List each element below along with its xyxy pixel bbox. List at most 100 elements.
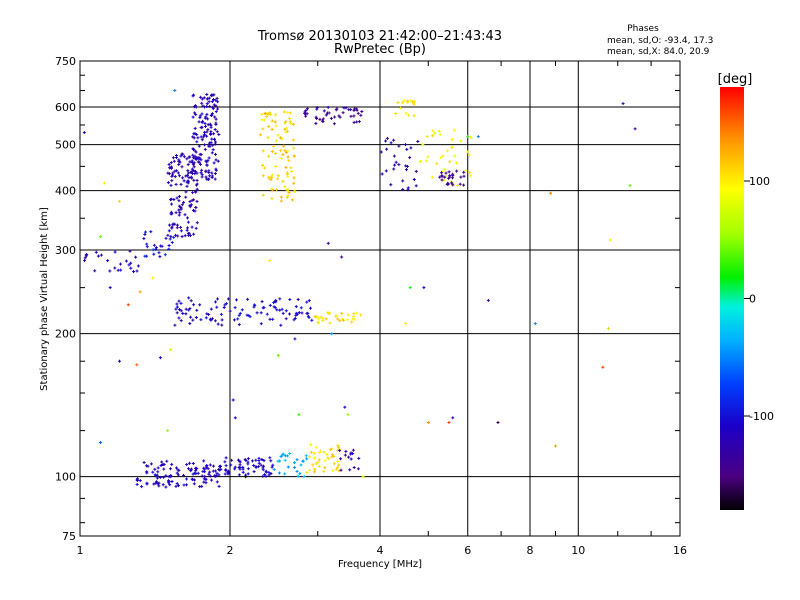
data-point [196,187,198,191]
data-point [323,450,325,454]
data-point [175,211,177,215]
data-point [238,323,240,327]
data-point [253,470,255,474]
data-point [180,207,182,211]
data-point [262,466,264,470]
data-point [136,483,138,486]
data-point [155,481,157,485]
data-point [203,480,205,484]
data-point [127,303,129,307]
data-point [95,250,97,254]
data-point [155,247,157,251]
data-point [262,127,264,131]
data-point [322,117,324,121]
data-point [269,111,271,115]
data-point [322,319,324,323]
data-point [204,122,206,125]
data-point [307,314,309,318]
data-point [224,472,226,476]
data-point [275,165,277,168]
data-point [178,159,180,163]
y-tick-label: 100 [55,471,76,484]
data-point [167,233,169,237]
data-point [187,181,189,185]
x-tick-label: 16 [673,544,687,557]
data-point [287,194,289,197]
data-point [397,101,399,105]
data-point [270,113,271,116]
data-point [352,448,354,452]
data-point [337,459,339,463]
data-point [188,467,189,471]
data-point [271,187,273,191]
data-point [215,140,216,144]
data-point [180,225,182,229]
data-point [206,163,208,167]
data-point [195,150,197,154]
data-point [289,452,291,455]
data-point [187,169,189,173]
data-point [170,474,172,477]
data-point [386,147,388,151]
data-point [215,158,217,162]
data-point [308,299,310,303]
data-point [177,223,178,227]
data-point [217,297,218,301]
data-point [470,135,472,139]
data-point [173,159,175,163]
data-point [187,179,189,183]
y-tick-label: 600 [55,101,76,114]
data-point [347,313,349,317]
data-point [386,136,388,140]
data-point [275,151,276,155]
data-point [214,142,216,146]
data-point [179,211,181,215]
data-point [191,225,193,229]
data-point [167,171,169,175]
data-point [247,462,249,466]
data-point [210,141,212,145]
data-point [194,471,196,475]
data-point [109,286,111,290]
data-point [323,109,325,113]
y-axis-ticks: 75 100 200 300 400 500 600 750 [55,55,680,543]
data-point [177,234,179,238]
data-point [195,190,197,194]
data-point [247,472,249,476]
data-point [272,317,274,321]
data-point [268,470,270,474]
data-point [227,297,229,301]
data-point [136,363,138,367]
data-point [234,416,236,420]
data-point [228,471,230,475]
data-point [469,174,471,178]
data-point [169,166,170,170]
data-point [215,98,217,102]
data-point [321,119,323,123]
data-point [178,208,180,212]
data-point [175,307,177,311]
data-point [422,142,424,146]
data-point [280,199,282,203]
data-point [205,115,207,119]
data-point [212,107,214,111]
data-point [339,319,341,323]
chart-subtitle: RwPretec (Bp) [334,42,426,57]
data-point [205,159,207,163]
data-point [171,202,173,206]
data-point [172,223,174,227]
data-point [196,182,198,186]
data-point [453,128,455,132]
data-point [352,317,354,321]
data-point [183,155,185,159]
data-point [210,132,212,136]
data-point [262,174,264,178]
data-point [165,236,167,240]
x-tick-label: 1 [77,544,84,557]
data-point [188,308,190,312]
data-point [285,309,287,313]
data-point [209,463,211,467]
data-point [317,320,319,324]
data-point [214,172,216,176]
data-point [199,303,201,307]
